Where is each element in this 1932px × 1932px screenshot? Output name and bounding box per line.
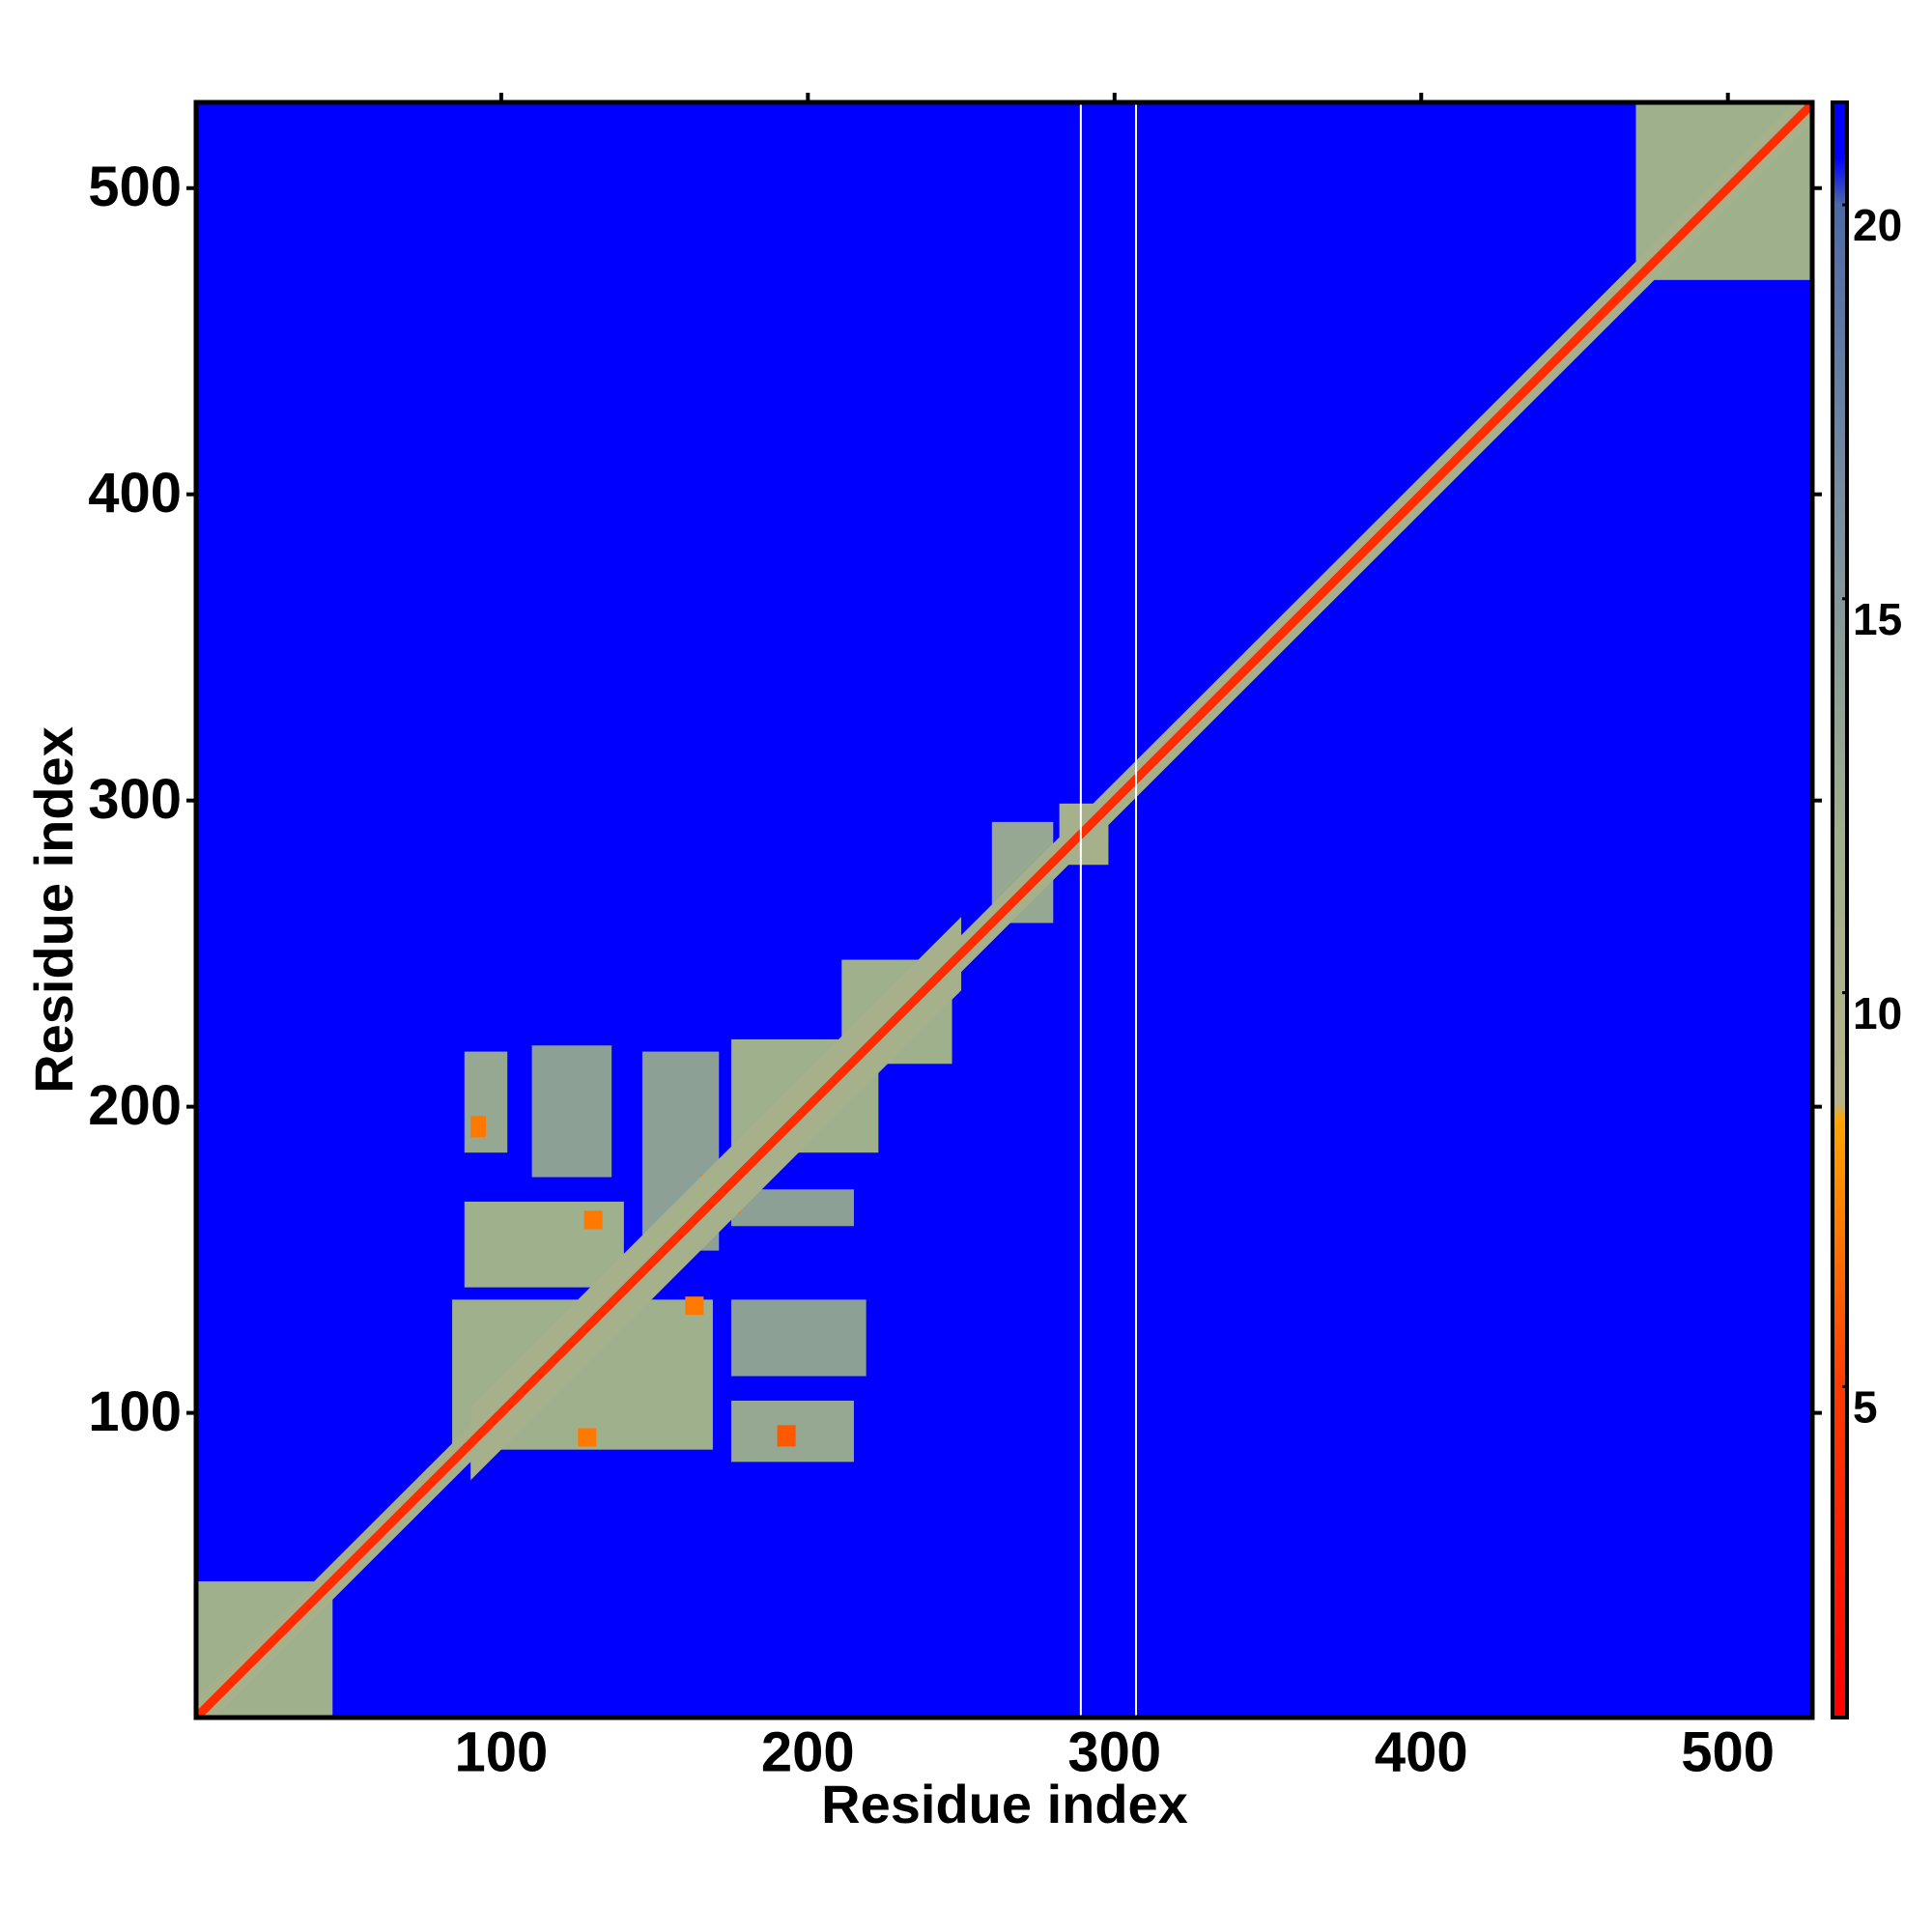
heatmap-cell <box>470 1116 486 1138</box>
plot-frame <box>193 99 1815 1720</box>
heatmap-cell <box>685 1296 704 1316</box>
y-tick-label: 300 <box>88 768 182 831</box>
colorbar <box>1831 100 1849 1719</box>
x-tick-label: 500 <box>1681 1720 1775 1783</box>
heatmap-cell <box>531 1045 612 1178</box>
x-tick-label: 100 <box>454 1720 548 1783</box>
y-axis-title: Residue index <box>23 726 84 1094</box>
x-tick-label: 200 <box>761 1720 855 1783</box>
diagonal-band <box>197 102 1812 1718</box>
colorbar-tick-label: 20 <box>1853 200 1902 250</box>
y-tick-label: 200 <box>88 1074 182 1137</box>
colorbar-tick-label: 15 <box>1853 594 1902 644</box>
heatmap-cell <box>583 1210 603 1230</box>
heatmap <box>197 102 1812 1718</box>
heatmap-cell <box>730 1299 867 1377</box>
colorbar-tick-label: 10 <box>1853 988 1902 1038</box>
heatmap-cell <box>777 1425 796 1447</box>
x-axis-title: Residue index <box>821 1774 1188 1834</box>
y-tick-label: 100 <box>88 1380 182 1443</box>
heatmap-cell <box>464 1051 508 1153</box>
y-tick-label: 500 <box>88 156 182 218</box>
y-tick-label: 400 <box>88 462 182 525</box>
heatmap-cell <box>578 1428 597 1447</box>
x-tick-label: 400 <box>1375 1720 1468 1783</box>
x-tick-label: 300 <box>1067 1720 1161 1783</box>
colorbar-tick-label: 5 <box>1853 1382 1878 1433</box>
